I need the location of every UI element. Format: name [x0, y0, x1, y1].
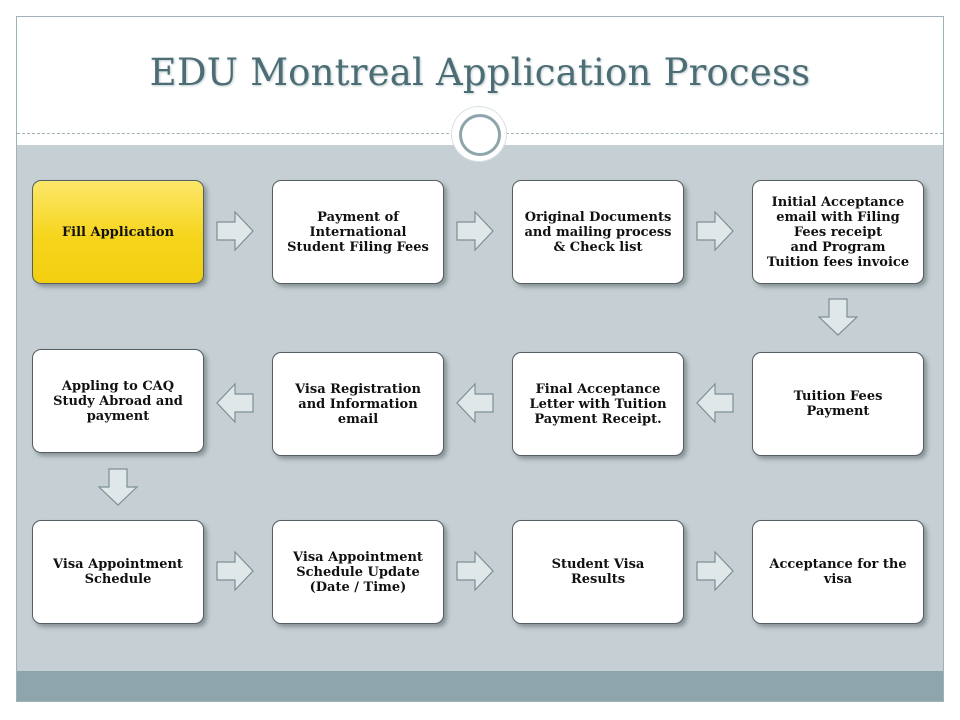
arrow-down-icon [97, 468, 139, 506]
arrow-down-icon [817, 298, 859, 336]
step-visa-appointment: Visa Appointment Schedule [32, 520, 204, 624]
step-appointment-update: Visa Appointment Schedule Update (Date /… [272, 520, 444, 624]
arrow-left-icon [696, 382, 734, 424]
step-tuition-payment: Tuition Fees Payment [752, 352, 924, 456]
circle-ornament-icon [452, 107, 506, 161]
step-label: Initial Acceptance email with Filing Fee… [766, 194, 910, 270]
step-visa-acceptance: Acceptance for the visa [752, 520, 924, 624]
step-visa-results: Student Visa Results [512, 520, 684, 624]
step-label: Payment of International Student Filing … [287, 209, 429, 255]
arrow-right-icon [456, 210, 494, 252]
arrow-right-icon [696, 550, 734, 592]
step-final-acceptance: Final Acceptance Letter with Tuition Pay… [512, 352, 684, 456]
step-label: Final Acceptance Letter with Tuition Pay… [529, 381, 667, 427]
arrow-right-icon [696, 210, 734, 252]
step-label: Acceptance for the visa [769, 557, 907, 587]
step-label: Visa Appointment Schedule [53, 557, 183, 587]
step-original-documents: Original Documents and mailing process &… [512, 180, 684, 284]
step-label: Tuition Fees Payment [793, 389, 883, 419]
ring-inner [459, 114, 501, 156]
arrow-right-icon [216, 550, 254, 592]
step-filing-fees-payment: Payment of International Student Filing … [272, 180, 444, 284]
step-label: Visa Registration and Information email [295, 381, 421, 427]
step-fill-application: Fill Application [32, 180, 204, 284]
step-visa-registration: Visa Registration and Information email [272, 352, 444, 456]
step-initial-acceptance: Initial Acceptance email with Filing Fee… [752, 180, 924, 284]
arrow-left-icon [216, 382, 254, 424]
step-label: Visa Appointment Schedule Update (Date /… [293, 549, 423, 595]
step-label: Appling to CAQ Study Abroad and payment [53, 378, 183, 424]
arrow-right-icon [456, 550, 494, 592]
step-caq-application: Appling to CAQ Study Abroad and payment [32, 349, 204, 453]
slide-title: EDU Montreal Application Process [149, 51, 811, 94]
arrow-right-icon [216, 210, 254, 252]
step-label: Student Visa Results [551, 557, 645, 587]
footer-bar [17, 671, 943, 701]
arrow-left-icon [456, 382, 494, 424]
step-label: Original Documents and mailing process &… [524, 209, 672, 255]
step-label: Fill Application [61, 224, 175, 240]
